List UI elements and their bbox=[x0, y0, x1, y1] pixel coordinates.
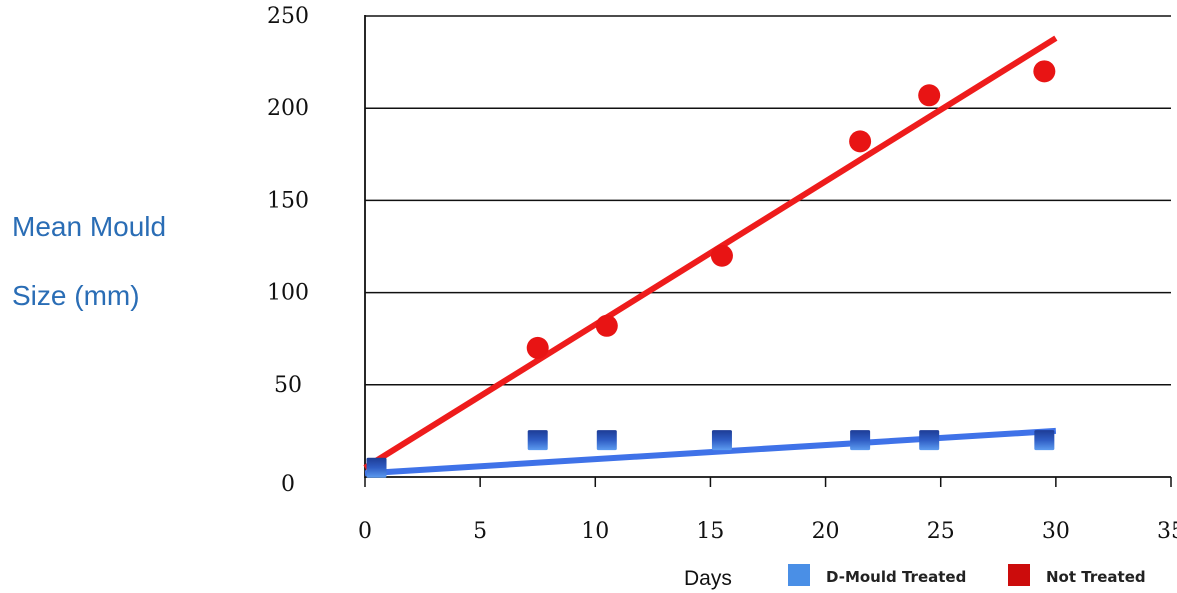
legend-swatch-not-treated bbox=[1008, 564, 1030, 586]
x-tick-label-30: 30 bbox=[1042, 519, 1070, 544]
y-axis-label-line-2: Size (mm) bbox=[12, 280, 140, 311]
data-point-not-treated-4 bbox=[849, 130, 872, 153]
data-point-not-treated-2 bbox=[595, 314, 618, 337]
data-point-d-mould-treated-7 bbox=[1034, 430, 1055, 451]
data-point-d-mould-treated-2 bbox=[527, 430, 548, 451]
data-point-d-mould-treated-3 bbox=[596, 430, 617, 451]
trend-lines bbox=[363, 35, 1058, 477]
x-tick-labels: 0 5 10 15 20 25 30 35 bbox=[358, 519, 1177, 544]
y-tick-label-50: 50 bbox=[274, 373, 302, 398]
trend-line-not-treated bbox=[363, 35, 1058, 471]
x-axis-label: Days bbox=[684, 567, 732, 590]
data-point-d-mould-treated-6 bbox=[919, 430, 940, 451]
y-tick-label-0: 0 bbox=[281, 472, 295, 497]
legend-swatch-d-mould-treated bbox=[788, 564, 810, 586]
x-tick-label-20: 20 bbox=[812, 519, 840, 544]
legend-label-not-treated: Not Treated bbox=[1046, 568, 1146, 586]
trend-line-d-mould-treated bbox=[364, 427, 1057, 477]
y-tick-label-150: 150 bbox=[267, 188, 309, 213]
x-tick-label-10: 10 bbox=[581, 519, 609, 544]
x-tick-label-0: 0 bbox=[358, 519, 372, 544]
data-point-not-treated-3 bbox=[710, 244, 733, 267]
data-point-not-treated-1 bbox=[526, 336, 549, 359]
data-point-not-treated-5 bbox=[918, 84, 941, 107]
x-tick-label-25: 25 bbox=[927, 519, 955, 544]
data-point-not-treated-6 bbox=[1033, 60, 1056, 83]
x-tick-label-5: 5 bbox=[473, 519, 487, 544]
y-tick-label-250: 250 bbox=[267, 4, 309, 29]
y-axis-label-line-1: Mean Mould bbox=[12, 211, 166, 242]
legend-label-d-mould-treated: D-Mould Treated bbox=[826, 568, 966, 586]
data-points bbox=[366, 60, 1056, 478]
axes bbox=[364, 15, 1172, 487]
data-point-d-mould-treated-1 bbox=[366, 457, 387, 478]
gridlines bbox=[365, 15, 1171, 386]
legend: D-Mould Treated Not Treated bbox=[788, 564, 1146, 586]
x-tick-label-35: 35 bbox=[1157, 519, 1177, 544]
y-tick-labels: 0 50 100 150 200 250 bbox=[267, 4, 309, 497]
x-tick-label-15: 15 bbox=[696, 519, 724, 544]
y-tick-label-200: 200 bbox=[267, 96, 309, 121]
data-point-d-mould-treated-5 bbox=[850, 430, 871, 451]
data-point-d-mould-treated-4 bbox=[711, 430, 732, 451]
y-tick-label-100: 100 bbox=[267, 281, 309, 306]
